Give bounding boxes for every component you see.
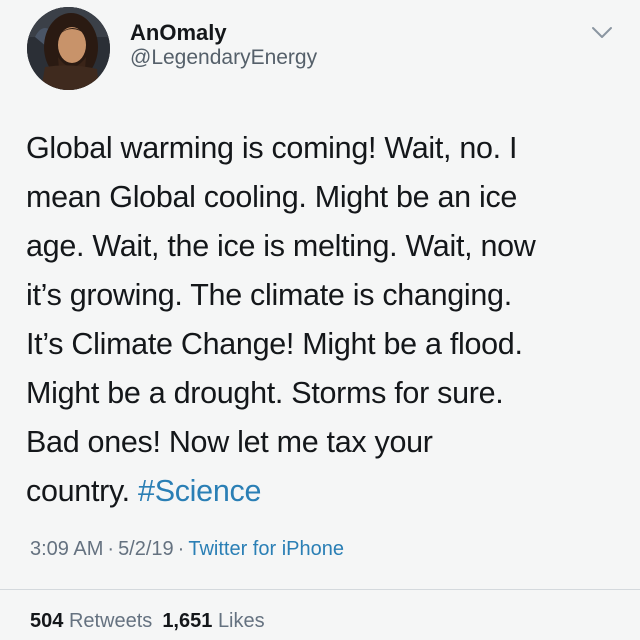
likes-stat[interactable]: 1,651 Likes [162,610,264,632]
divider [0,589,640,590]
tweet-menu-button[interactable] [590,24,614,42]
likes-count: 1,651 [162,610,213,632]
chevron-down-icon [592,27,612,38]
meta-separator: · [107,538,115,560]
tweet-text: Global warming is coming! Wait, no. I me… [26,124,616,516]
hashtag-link[interactable]: #Science [138,474,262,508]
tweet-text-line: Bad ones! Now let me tax your [26,425,433,459]
tweet-text-line: it’s growing. The climate is changing. [26,278,512,312]
tweet-text-line: Might be a drought. Storms for sure. [26,376,504,410]
retweets-stat[interactable]: 504 Retweets [30,610,152,632]
likes-label: Likes [217,610,265,632]
tweet-text-last-line: country. #Science [26,467,616,516]
meta-separator: · [177,538,185,560]
tweet-text-line: Global warming is coming! Wait, no. I [26,131,518,165]
author-handle[interactable]: @LegendaryEnergy [130,46,318,69]
tweet-meta: 3:09 AM · 5/2/19 · Twitter for iPhone [30,538,344,561]
retweets-count: 504 [30,610,64,632]
retweets-label: Retweets [68,610,153,632]
profile-photo-icon [27,7,110,90]
tweet-stats: 504 Retweets 1,651 Likes [30,610,265,633]
tweet-text-line: It’s Climate Change! Might be a flood. [26,327,523,361]
tweet-text-line: mean Global cooling. Might be an ice [26,180,518,214]
tweet-text-line: age. Wait, the ice is melting. Wait, now [26,229,536,263]
author-display-name[interactable]: AnOmaly [130,20,227,45]
tweet-text-fragment: country. [26,474,130,508]
tweet-date[interactable]: 5/2/19 [118,538,174,560]
tweet-time[interactable]: 3:09 AM [30,538,104,560]
author-avatar[interactable] [27,7,110,90]
tweet-source-link[interactable]: Twitter for iPhone [188,538,344,560]
